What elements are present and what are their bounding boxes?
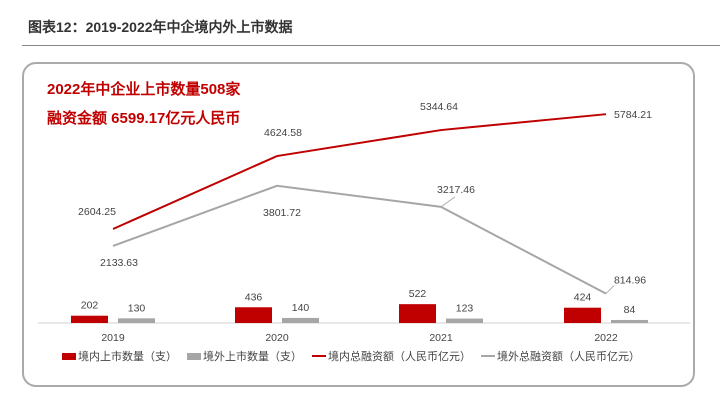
line-label: 3217.46	[437, 184, 475, 196]
bar	[71, 315, 108, 323]
title-divider	[22, 45, 720, 46]
bar-label: 436	[245, 291, 263, 303]
chart-card	[22, 62, 695, 387]
legend-label: 境内上市数量（支）	[78, 351, 177, 363]
x-tick-label: 2021	[429, 332, 453, 344]
bar-label: 84	[624, 304, 636, 316]
headline-count: 2022年中企业上市数量508家	[47, 81, 241, 98]
legend-swatch	[187, 352, 201, 360]
legend: 境内上市数量（支） 境外上市数量（支） 境内总融资额（人民币亿元） 境外总融资额（人民…	[62, 348, 640, 364]
bar-label: 130	[128, 302, 146, 314]
legend-label: 境内总融资额（人民币亿元）	[328, 351, 471, 363]
line-label: 3801.72	[263, 207, 301, 219]
legend-item: 境外总融资额（人民币亿元）	[481, 348, 640, 364]
bar-label: 140	[292, 302, 310, 314]
series-line	[112, 184, 607, 295]
legend-item: 境内总融资额（人民币亿元）	[312, 348, 471, 364]
series-line	[112, 113, 607, 230]
bar-label: 123	[456, 303, 474, 315]
legend-swatch	[312, 355, 326, 357]
line-label: 4624.58	[264, 127, 302, 139]
line-label: 814.96	[614, 275, 646, 287]
legend-label: 境外总融资额（人民币亿元）	[497, 351, 640, 363]
line-label: 5344.64	[420, 101, 458, 113]
bar	[564, 307, 601, 323]
bar-label: 202	[81, 300, 99, 312]
legend-item: 境外上市数量（支）	[187, 348, 302, 364]
bar	[446, 318, 483, 323]
x-tick-label: 2019	[101, 332, 125, 344]
bar-label: 522	[409, 288, 427, 300]
line-label: 2604.25	[78, 206, 116, 218]
bar	[611, 319, 648, 323]
x-tick-label: 2022	[594, 332, 618, 344]
leader-line	[605, 285, 615, 294]
legend-item: 境内上市数量（支）	[62, 348, 177, 364]
bar	[399, 304, 436, 323]
legend-label: 境外上市数量（支）	[203, 351, 302, 363]
x-tick-label: 2020	[265, 332, 289, 344]
legend-swatch	[62, 352, 76, 360]
bar	[118, 318, 155, 323]
legend-swatch	[481, 355, 495, 357]
bar-label: 424	[574, 292, 592, 304]
headline-amount: 融资金额 6599.17亿元人民币	[47, 110, 241, 127]
bar	[235, 307, 272, 323]
leader-line	[440, 196, 456, 208]
bar	[282, 317, 319, 323]
line-label: 2133.63	[100, 257, 138, 269]
chart-title: 图表12：2019-2022年中企境内外上市数据	[28, 19, 293, 35]
line-label: 5784.21	[614, 109, 652, 121]
